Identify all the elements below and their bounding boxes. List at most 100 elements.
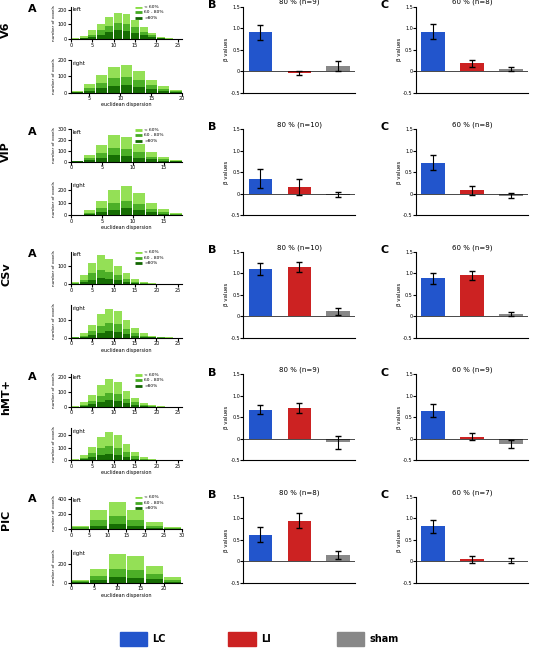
Text: left: left — [73, 130, 82, 135]
Bar — [71, 282, 79, 284]
Bar — [79, 280, 88, 284]
Text: 60 - 80%: 60 - 80% — [144, 378, 164, 382]
Text: < 60%: < 60% — [144, 495, 159, 499]
Title: 60 % (n=9): 60 % (n=9) — [452, 244, 492, 251]
Bar — [109, 516, 126, 529]
Bar — [109, 577, 126, 583]
Bar — [421, 32, 444, 71]
Bar — [131, 282, 139, 284]
Bar — [326, 555, 350, 562]
Text: 60 - 80%: 60 - 80% — [144, 11, 164, 15]
Bar — [127, 520, 144, 529]
Y-axis label: β values: β values — [397, 38, 402, 61]
Bar — [79, 404, 88, 407]
Bar — [88, 273, 96, 284]
Bar — [140, 35, 147, 39]
Bar — [121, 186, 132, 215]
Bar — [96, 88, 107, 93]
Bar — [114, 23, 122, 39]
Bar — [122, 403, 131, 407]
Bar — [170, 90, 182, 93]
Bar — [88, 37, 96, 39]
Y-axis label: number of voxels: number of voxels — [52, 58, 57, 94]
Bar — [133, 152, 145, 162]
Text: >80%: >80% — [144, 507, 158, 511]
Bar — [249, 535, 272, 562]
Bar — [97, 396, 104, 407]
Bar — [122, 452, 131, 460]
Bar — [140, 457, 147, 460]
Bar — [106, 446, 113, 460]
Bar — [148, 35, 156, 39]
Bar — [88, 325, 96, 337]
Bar — [108, 190, 120, 215]
Bar — [148, 37, 156, 39]
Bar — [170, 160, 182, 162]
Bar — [499, 439, 523, 444]
Text: LI: LI — [261, 634, 271, 644]
Bar — [71, 160, 83, 162]
Bar — [145, 156, 157, 162]
Title: 60 % (n=8): 60 % (n=8) — [452, 0, 492, 5]
Bar — [165, 38, 173, 39]
Bar — [421, 526, 444, 562]
Bar — [499, 69, 523, 71]
Bar — [97, 455, 104, 460]
Text: 60 - 80%: 60 - 80% — [144, 256, 164, 260]
Text: A: A — [28, 372, 37, 382]
Bar — [249, 32, 272, 71]
Bar — [88, 457, 96, 460]
X-axis label: euclidean dispersion: euclidean dispersion — [101, 225, 152, 230]
Text: C: C — [381, 245, 388, 255]
Bar — [90, 510, 107, 529]
Bar — [71, 38, 79, 39]
Bar — [88, 30, 96, 39]
Bar — [460, 64, 484, 71]
Bar — [170, 91, 182, 93]
Y-axis label: β values: β values — [224, 406, 229, 429]
Bar — [106, 259, 113, 284]
Bar — [133, 204, 145, 215]
Bar — [499, 194, 523, 196]
Text: >80%: >80% — [144, 16, 158, 20]
Bar — [122, 320, 131, 337]
Bar — [148, 33, 156, 39]
Bar — [106, 26, 113, 39]
Bar — [97, 385, 104, 407]
Text: 60 - 80%: 60 - 80% — [144, 501, 164, 505]
Bar — [140, 282, 147, 284]
Bar — [140, 403, 147, 407]
Bar — [97, 448, 104, 460]
Bar — [84, 158, 95, 162]
Bar — [127, 556, 144, 583]
Bar — [460, 560, 484, 562]
Text: C: C — [381, 0, 388, 10]
Bar — [326, 66, 350, 71]
Bar — [114, 436, 122, 460]
Bar — [133, 193, 145, 215]
Bar — [84, 213, 95, 215]
Bar — [158, 209, 169, 215]
Bar — [326, 311, 350, 316]
Bar — [108, 78, 120, 93]
Text: hMT+: hMT+ — [1, 379, 11, 415]
Bar — [131, 335, 139, 337]
Text: 60 - 80%: 60 - 80% — [144, 133, 164, 137]
Text: left: left — [73, 375, 82, 380]
Bar — [145, 209, 157, 215]
Bar — [106, 332, 113, 337]
Bar — [79, 459, 88, 460]
Bar — [122, 279, 131, 284]
Text: C: C — [381, 367, 388, 377]
Text: left: left — [73, 7, 82, 13]
Bar — [499, 314, 523, 316]
Title: 80 % (n=10): 80 % (n=10) — [277, 244, 322, 251]
Bar — [79, 36, 88, 39]
Bar — [121, 156, 132, 162]
Y-axis label: β values: β values — [224, 528, 229, 552]
Bar — [140, 405, 147, 407]
Bar — [421, 411, 444, 439]
Bar — [288, 267, 311, 316]
Y-axis label: number of voxels: number of voxels — [52, 304, 57, 339]
Bar — [106, 453, 113, 460]
